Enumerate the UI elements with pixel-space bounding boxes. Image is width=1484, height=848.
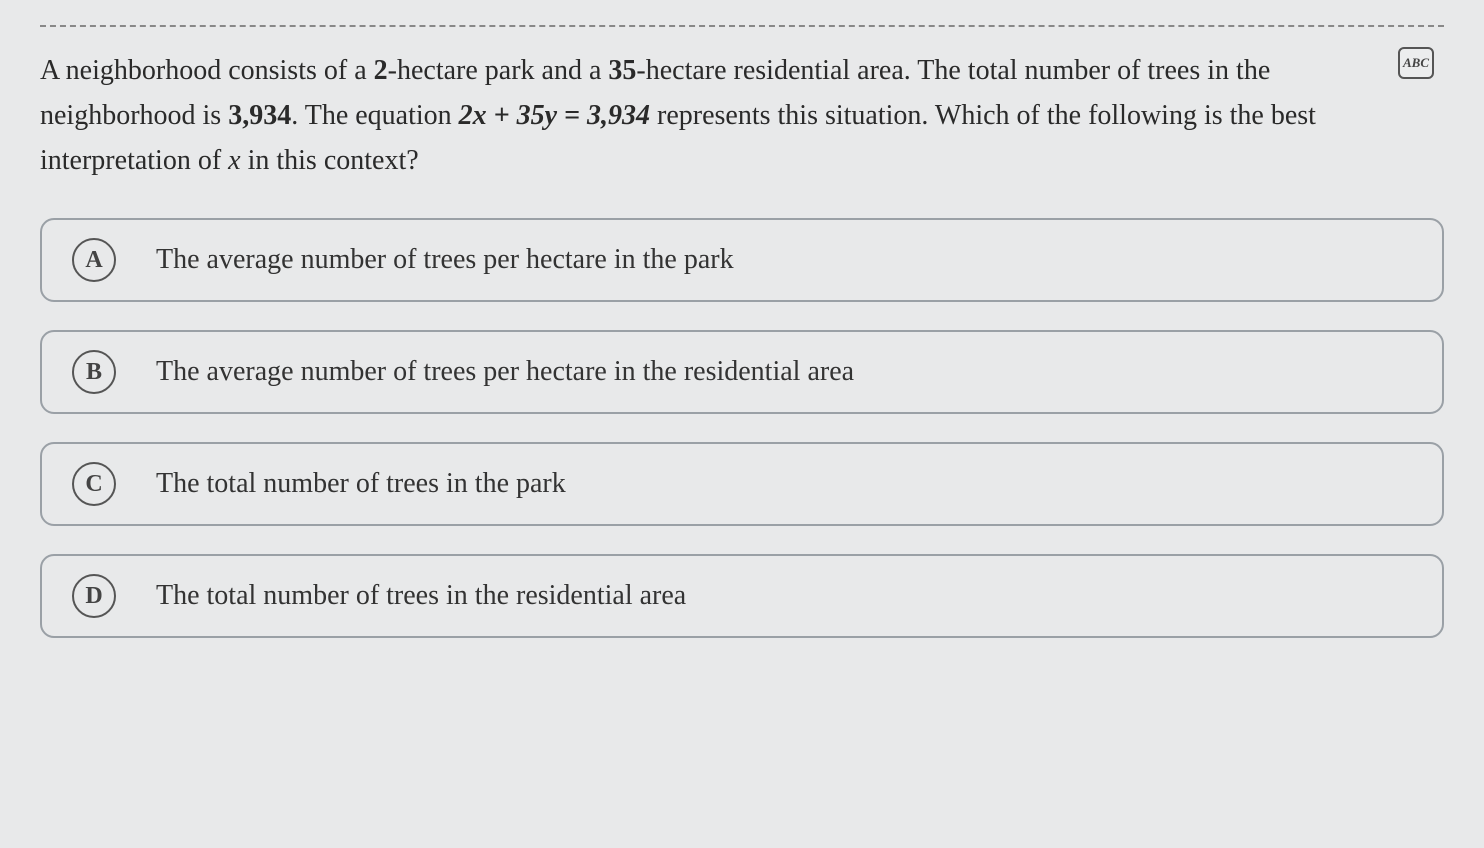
option-c[interactable]: C The total number of trees in the park <box>40 442 1444 526</box>
q-part4: . The equation <box>291 100 458 131</box>
option-a-text: The average number of trees per hectare … <box>156 244 734 276</box>
q-bold3: 3,934 <box>228 100 291 131</box>
option-d-letter: D <box>72 574 116 618</box>
q-bold1: 2 <box>374 55 388 86</box>
option-a-letter: A <box>72 238 116 282</box>
q-var: x <box>228 145 240 176</box>
q-part1: A neighborhood consists of a <box>40 55 374 86</box>
question-prompt: A neighborhood consists of a 2-hectare p… <box>40 49 1444 183</box>
option-b[interactable]: B The average number of trees per hectar… <box>40 330 1444 414</box>
q-equation: 2x + 35y = 3,934 <box>459 100 650 131</box>
option-d[interactable]: D The total number of trees in the resid… <box>40 554 1444 638</box>
top-dashed-border <box>40 25 1444 27</box>
options-container: A The average number of trees per hectar… <box>40 218 1444 638</box>
option-d-text: The total number of trees in the residen… <box>156 580 686 612</box>
option-c-letter: C <box>72 462 116 506</box>
q-part2: -hectare park and a <box>388 55 609 86</box>
q-bold2: 35 <box>608 55 636 86</box>
q-part6: in this context? <box>241 145 419 176</box>
option-a[interactable]: A The average number of trees per hectar… <box>40 218 1444 302</box>
option-b-letter: B <box>72 350 116 394</box>
option-b-text: The average number of trees per hectare … <box>156 356 854 388</box>
option-c-text: The total number of trees in the park <box>156 468 566 500</box>
abc-text-tool-icon[interactable]: ABC <box>1398 47 1434 79</box>
